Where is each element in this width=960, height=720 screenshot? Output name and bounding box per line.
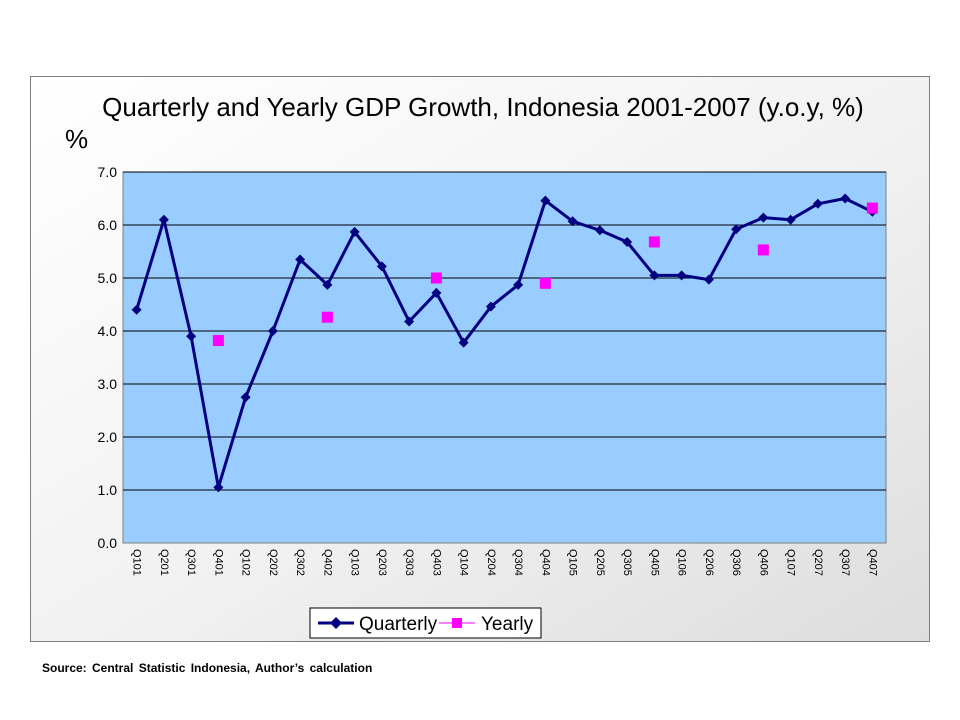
x-tick-label: Q102 (240, 549, 252, 576)
quarterly-point (295, 254, 306, 265)
yearly-point (648, 236, 660, 248)
x-tick-label: Q106 (676, 549, 688, 576)
yearly-point (321, 311, 333, 323)
quarterly-point (703, 274, 714, 285)
y-tick-label: 3.0 (98, 376, 118, 392)
yearly-point (757, 244, 769, 256)
legend-quarterly-marker (330, 617, 342, 629)
quarterly-point (785, 214, 796, 225)
x-tick-label: Q303 (403, 549, 415, 576)
quarterly-point (676, 270, 687, 281)
x-tick-label: Q304 (512, 549, 524, 576)
x-tick-label: Q203 (376, 549, 388, 576)
quarterly-series-line (135, 197, 874, 489)
y-tick-label: 2.0 (98, 429, 118, 445)
quarterly-point (649, 270, 660, 281)
y-tick-label: 4.0 (98, 323, 118, 339)
x-tick-label: Q202 (267, 549, 279, 576)
y-tick-label: 1.0 (98, 482, 118, 498)
quarterly-point (131, 304, 142, 315)
x-tick-label: Q301 (185, 549, 197, 576)
x-tick-label: Q402 (321, 549, 333, 576)
quarterly-point (404, 316, 415, 327)
quarterly-point (731, 224, 742, 235)
y-axis-unit-label: % (65, 124, 88, 154)
y-tick-label: 0.0 (98, 535, 118, 551)
x-tick-label: Q206 (703, 549, 715, 576)
x-tick-label: Q205 (594, 549, 606, 576)
quarterly-point (540, 195, 551, 206)
yearly-point (430, 272, 442, 284)
quarterly-point (513, 279, 524, 290)
x-tick-label: Q207 (812, 549, 824, 576)
y-tick-label: 6.0 (98, 217, 118, 233)
x-tick-label: Q306 (730, 549, 742, 576)
legend: Quarterly Yearly (309, 607, 542, 639)
yearly-point (539, 277, 551, 289)
x-tick-label: Q403 (430, 549, 442, 576)
quarterly-point (213, 482, 224, 493)
x-tick-label: Q103 (349, 549, 361, 576)
quarterly-point (594, 225, 605, 236)
x-tick-label: Q302 (294, 549, 306, 576)
x-tick-label: Q204 (485, 549, 497, 576)
plot-area (122, 171, 887, 544)
quarterly-point (758, 212, 769, 223)
y-axis-ticks: 0.0 1.0 2.0 3.0 4.0 5.0 6.0 7.0 (98, 164, 118, 551)
x-tick-label: Q101 (131, 549, 143, 576)
yearly-point (212, 335, 224, 347)
quarterly-point (622, 236, 633, 247)
yearly-point (866, 202, 878, 214)
legend-yearly-marker (452, 618, 462, 628)
quarterly-point (240, 392, 251, 403)
x-tick-label: Q401 (212, 549, 224, 576)
series-layer (131, 193, 878, 493)
x-tick-label: Q404 (539, 549, 551, 576)
x-tick-label: Q405 (648, 549, 660, 576)
source-note: Source: Central Statistic Indonesia, Aut… (42, 661, 373, 675)
quarterly-point (186, 331, 197, 342)
legend-yearly-label: Yearly (481, 614, 534, 635)
x-tick-label: Q407 (866, 549, 878, 576)
x-tick-label: Q305 (621, 549, 633, 576)
chart-svg: Quarterly and Yearly GDP Growth, Indones… (65, 92, 887, 639)
quarterly-point (812, 198, 823, 209)
x-tick-label: Q107 (785, 549, 797, 576)
quarterly-point (431, 287, 442, 298)
x-tick-label: Q307 (839, 549, 851, 576)
quarterly-point (322, 279, 333, 290)
x-tick-label: Q201 (158, 549, 170, 576)
y-tick-label: 5.0 (98, 270, 118, 286)
quarterly-point (458, 337, 469, 348)
quarterly-point (376, 261, 387, 272)
quarterly-point (485, 301, 496, 312)
chart-title: Quarterly and Yearly GDP Growth, Indones… (102, 92, 864, 122)
x-tick-label: Q104 (458, 549, 470, 576)
quarterly-point (158, 214, 169, 225)
x-tick-label: Q105 (567, 549, 579, 576)
quarterly-point (349, 226, 360, 237)
legend-quarterly-label: Quarterly (359, 614, 438, 635)
x-axis-ticks: Q101 Q201 Q301 Q401 Q102 Q202 Q302 Q402 Q103 Q203… (131, 549, 879, 576)
x-tick-label: Q406 (757, 549, 769, 576)
y-tick-label: 7.0 (98, 164, 118, 180)
quarterly-point (267, 326, 278, 336)
quarterly-point (567, 216, 578, 227)
chart-frame: Quarterly and Yearly GDP Growth, Indones… (30, 76, 930, 642)
quarterly-point (840, 193, 851, 204)
